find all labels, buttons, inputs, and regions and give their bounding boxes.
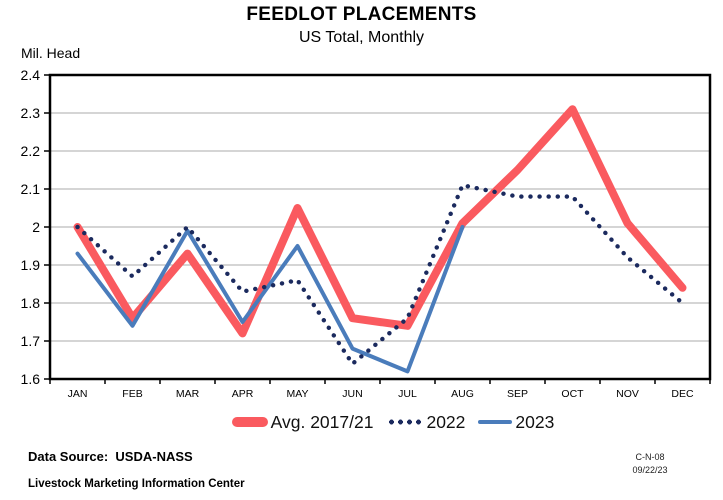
plot-frame [48,73,712,381]
chart-subtitle: US Total, Monthly [298,29,425,46]
x-axis-label: MAY [287,388,309,400]
line-chart-plot: 2.4 2.3 2.2 2.1 2 1.9 1.8 1.7 1.6 JAN FEB MAR APR MAY… [21,67,712,400]
series-line-2022 [75,182,685,366]
y-axis-label: 1.8 [21,295,41,311]
x-axis-label: OCT [561,388,584,400]
x-axis-label: JUN [342,388,362,400]
x-axis-label: DEC [671,388,694,400]
x-axis-label: FEB [122,388,142,400]
x-axis-label: SEP [507,388,528,400]
y-axis-unit-label: Mil. Head [21,45,81,61]
chart-reference-block: C-N-08 09/22/23 [612,451,688,477]
y-axis-label: 2.2 [21,143,41,159]
legend-label-avg: Avg. 2017/21 [270,411,374,432]
legend-item-2023: 2023 [478,412,554,433]
page-title: FEEDLOT PLACEMENTS [246,4,477,25]
chart-id-text: C-N-08 [635,452,665,462]
x-axis-label: JAN [68,388,88,400]
y-axis-label: 2.4 [21,67,41,83]
data-source-text: Data Source: USDA-NASS [28,449,193,464]
x-axis-label: JUL [398,388,417,400]
legend-item-2022: 2022 [386,412,465,433]
x-axis-label: AUG [451,388,474,400]
x-axis-label: NOV [616,388,639,400]
legend-swatch-2023-blue-line [478,419,513,425]
x-axis-label: MAR [176,388,200,400]
series-line-avg-2017-21 [73,105,687,338]
legend-label-2022: 2022 [426,411,466,432]
legend-label-2023: 2023 [515,411,555,432]
y-axis-label: 2.1 [21,181,41,197]
chart-legend: Avg. 2017/21 2022 2023 [50,409,710,435]
chart-date-text: 09/22/23 [632,465,668,476]
legend-swatch-avg-red-line [231,417,268,427]
y-axis-label: 1.7 [21,333,41,349]
organization-text: Livestock Marketing Information Center [28,478,245,490]
legend-item-avg: Avg. 2017/21 [231,411,374,433]
y-axis-label: 1.9 [21,257,41,273]
legend-swatch-2022-dotted-line [386,419,424,425]
series-line-2023 [75,225,465,374]
y-axis-label: 2 [32,219,40,235]
y-axis-label: 1.6 [21,371,41,387]
x-axis-label: APR [232,388,254,400]
y-axis-label: 2.3 [21,105,41,121]
